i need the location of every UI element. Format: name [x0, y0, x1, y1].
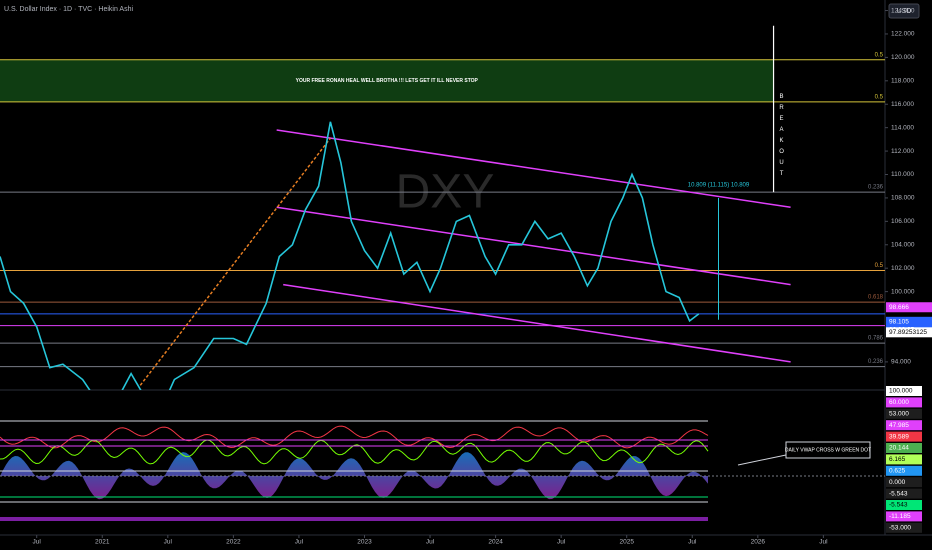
note-box: [785, 441, 871, 459]
scale-tag: [886, 465, 922, 476]
scale-tag-label: -53.000: [889, 525, 911, 532]
y-tick-label: 100.000: [891, 288, 915, 295]
price-tag-label: 98.666: [889, 304, 909, 311]
scale-tag-label: 20.144: [889, 445, 909, 452]
price-tag-label: 98.105: [889, 319, 909, 326]
price-tag: [886, 302, 932, 313]
oscillator-line: [0, 425, 709, 449]
y-tick-label: 106.000: [891, 218, 915, 225]
fib-label: 0.618: [868, 295, 884, 301]
scale-tag: [886, 477, 922, 488]
fib-label: 0.5: [875, 263, 884, 269]
trendline: [283, 283, 791, 363]
scale-tag-label: 60.000: [889, 399, 909, 406]
x-tick-label: Jul: [426, 539, 435, 546]
y-tick-label: 104.000: [891, 241, 915, 248]
box-text: YOUR FREE RONAN HEAL WELL BROTHA !!! LET…: [296, 78, 479, 84]
scale-tag-label: 0.625: [889, 468, 906, 475]
time-axis: Jul 2021 Jul 2022 Jul 2023 Jul 2024 Jul 2025 Jul 20…: [33, 535, 828, 546]
currency-label: USD: [897, 8, 912, 15]
price-tag-label: 97.89253125: [889, 329, 927, 336]
fib-label: 0.786: [868, 336, 884, 342]
scale-tag-label: -5.543: [889, 490, 908, 497]
main-pane: YOUR FREE RONAN HEAL WELL BROTHA !!! LET…: [0, 25, 885, 390]
scale-tag-label: 47.985: [889, 422, 909, 429]
x-tick-label: 2022: [226, 539, 241, 546]
note-text: DAILY VWAP CROSS W GREEN DOT: [785, 447, 871, 453]
x-tick-label: Jul: [557, 539, 566, 546]
currency-button[interactable]: [888, 3, 920, 19]
x-tick-label: Jul: [164, 539, 173, 546]
indicator-strip: [0, 517, 708, 521]
scale-tag: [886, 420, 922, 431]
scale-tag: [886, 522, 922, 533]
price-line: [0, 121, 700, 390]
y-tick-label: 102.000: [891, 265, 915, 272]
y-tick-label: 120.000: [891, 54, 915, 61]
scale-tag-label: 6.165: [889, 456, 906, 463]
fib-label: 0.236: [868, 359, 884, 365]
x-tick-label: 2021: [95, 539, 110, 546]
x-tick-label: Jul: [819, 539, 828, 546]
x-tick-label: 2024: [488, 539, 503, 546]
scale-tag: [886, 488, 922, 499]
fib-label: 0.236: [868, 185, 884, 191]
trendline: [139, 137, 331, 386]
y-tick-label: 114.000: [891, 124, 914, 131]
fib-label: 0.5: [875, 52, 884, 58]
scale-tag-label: 39.589: [889, 433, 909, 440]
x-tick-label: Jul: [295, 539, 304, 546]
indicator-pane: DAILY VWAP CROSS W GREEN DOT: [0, 420, 885, 521]
scale-tag: [886, 408, 922, 419]
y-tick-label: 108.000: [891, 195, 915, 202]
note-pointer: [737, 454, 787, 466]
scale-tag-label: -5.543: [889, 502, 908, 509]
scale-tag-label: 100.000: [889, 388, 913, 395]
scale-tag: [886, 397, 922, 408]
trendline: [276, 129, 791, 209]
y-tick-label: 94.000: [891, 359, 911, 366]
indicator-scale: 100.000 60.000 53.000 47.985 39.589 20.144 6.1…: [886, 386, 922, 533]
x-tick-label: 2023: [357, 539, 372, 546]
y-tick-label: 124.000: [891, 7, 915, 14]
scale-tag-label: 53.000: [889, 411, 909, 418]
price-axis: 124.000 122.000 120.000 118.000 116.000 114.0…: [885, 7, 932, 366]
scale-tag: [886, 454, 922, 465]
note-box: [0, 59, 774, 102]
y-tick-label: 116.000: [891, 101, 914, 108]
y-tick-label: 112.000: [891, 148, 914, 155]
scale-tag: [886, 386, 922, 396]
x-tick-label: Jul: [688, 539, 697, 546]
scale-tag: [886, 443, 922, 453]
fib-label: 0.5: [875, 94, 884, 100]
x-tick-label: 2026: [751, 539, 766, 546]
y-tick-label: 122.000: [891, 31, 915, 38]
scale-tag-label: 0.000: [889, 479, 906, 486]
scale-tag: [886, 500, 922, 510]
trendline: [276, 206, 791, 286]
y-tick-label: 118.000: [891, 78, 914, 85]
scale-tag-label: -11.185: [889, 513, 911, 520]
x-tick-label: Jul: [33, 539, 42, 546]
scale-tag: [886, 511, 922, 522]
symbol-title: U.S. Dollar Index · 1D · TVC · Heikin As…: [4, 6, 133, 13]
y-tick-label: 110.000: [891, 171, 914, 178]
x-tick-label: 2025: [619, 539, 634, 546]
measure-label: 10.809 (11.115) 10.809: [688, 183, 750, 189]
price-tag: [886, 327, 932, 338]
scale-tag: [886, 431, 922, 442]
